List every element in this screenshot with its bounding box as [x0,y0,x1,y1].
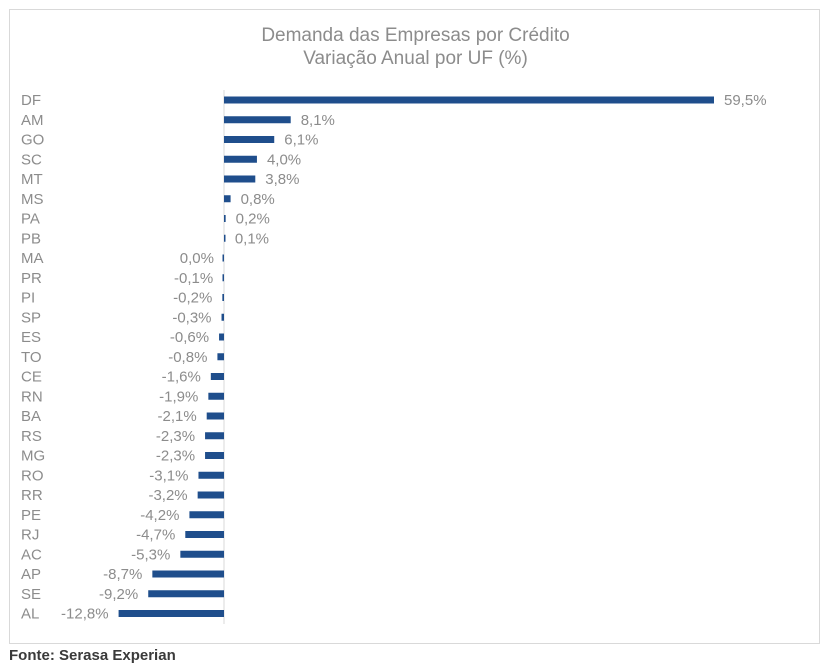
data-label-ap: -8,7% [103,566,142,583]
chart-subtitle: Variação Anual por UF (%) [303,48,528,69]
category-label-ma: MA [21,250,44,267]
bar-mt [224,175,256,183]
bar-ap [152,570,224,578]
bar-ba [206,412,224,420]
data-label-pi: -0,2% [173,290,212,307]
chart-title: Demanda das Empresas por Crédito [261,25,570,46]
category-label-df: DF [21,92,41,109]
category-label-mt: MT [21,171,43,188]
data-label-mt: 3,8% [265,171,299,188]
category-label-rn: RN [21,388,43,405]
data-label-sc: 4,0% [267,151,301,168]
data-label-ba: -2,1% [158,408,197,425]
bar-ms [224,195,231,203]
category-label-ap: AP [21,566,41,583]
bar-am [224,116,291,124]
bar-ac [180,550,224,558]
bar-mg [205,452,224,459]
data-label-mg: -2,3% [156,448,195,465]
data-label-rs: -2,3% [156,428,195,445]
data-label-df: 59,5% [724,92,767,109]
category-label-rr: RR [21,487,43,504]
category-label-sp: SP [21,309,41,326]
category-label-ro: RO [21,467,44,484]
data-label-to: -0,8% [168,349,207,366]
data-label-ms: 0,8% [241,191,275,208]
category-label-mg: MG [21,448,45,465]
bar-ma [222,254,224,262]
bar-pa [224,215,226,222]
category-label-al: AL [21,606,39,623]
data-label-am: 8,1% [301,112,335,129]
category-label-am: AM [21,112,44,129]
category-label-ac: AC [21,546,42,563]
data-label-rj: -4,7% [136,527,175,544]
bar-chart: DF 59,5% AM 8,1% GO 6,1% SC 4,0% MT 3,8% MS 0,8% PA 0… [21,90,767,624]
category-label-ba: BA [21,408,41,425]
bar-ro [198,471,224,479]
bar-sc [224,155,257,163]
data-label-rn: -1,9% [159,388,198,405]
category-label-ce: CE [21,369,42,386]
bar-rs [205,432,224,440]
bar-go [224,136,275,143]
data-label-se: -9,2% [99,586,138,603]
chart-frame: Demanda das Empresas por Crédito Variaçã… [9,9,820,644]
source-note: Fonte: Serasa Experian [9,647,176,664]
bar-rr [197,491,224,499]
data-label-ac: -5,3% [131,546,170,563]
category-label-to: TO [21,349,42,366]
category-label-rs: RS [21,428,42,445]
data-label-rr: -3,2% [148,487,187,504]
data-label-sp: -0,3% [172,309,211,326]
data-label-pr: -0,1% [174,270,213,287]
bar-rj [185,531,224,538]
data-label-ro: -3,1% [149,467,188,484]
bar-pe [189,511,224,519]
bar-to [217,353,224,361]
bar-pr [222,274,224,282]
bar-df [224,96,714,104]
category-label-se: SE [21,586,41,603]
category-label-pe: PE [21,507,41,524]
category-label-pb: PB [21,230,41,247]
category-label-rj: RJ [21,527,39,544]
data-label-ma: 0,0% [180,250,214,267]
category-label-ms: MS [21,191,44,208]
bar-pb [224,234,226,242]
data-label-pa: 0,2% [236,211,270,228]
bar-rn [208,392,224,400]
chart-title-block: Demanda das Empresas por Crédito Variaçã… [10,24,821,70]
category-label-pr: PR [21,270,42,287]
category-label-go: GO [21,132,44,149]
category-label-pa: PA [21,211,40,228]
data-label-pe: -4,2% [140,507,179,524]
bar-pi [222,294,224,301]
category-label-pi: PI [21,290,35,307]
bar-ce [210,373,224,380]
data-label-go: 6,1% [284,132,318,149]
data-label-es: -0,6% [170,329,209,346]
data-label-al: -12,8% [61,606,109,623]
bar-es [219,333,224,341]
category-label-es: ES [21,329,41,346]
bar-al [118,610,224,617]
bar-sp [221,313,224,321]
category-label-sc: SC [21,151,42,168]
data-label-ce: -1,6% [162,369,201,386]
data-label-pb: 0,1% [235,230,269,247]
bar-se [148,590,224,598]
